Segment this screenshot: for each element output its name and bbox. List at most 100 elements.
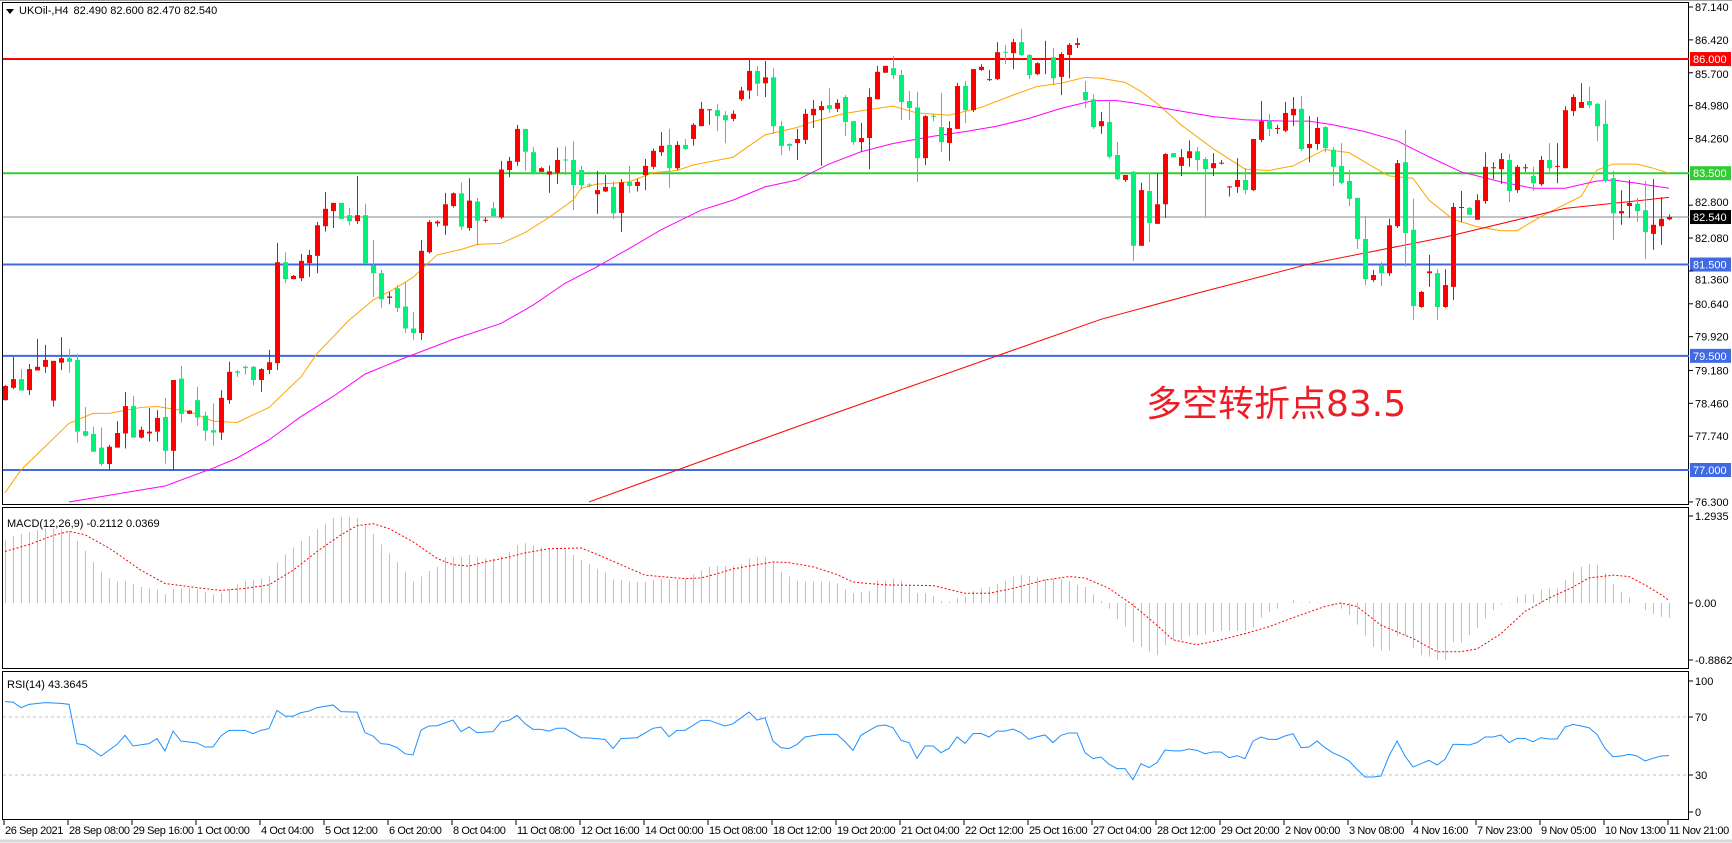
candle-body xyxy=(1267,120,1272,129)
candle xyxy=(1187,140,1192,167)
candle xyxy=(987,70,992,81)
candle xyxy=(523,128,528,171)
candle xyxy=(1587,86,1592,108)
candle xyxy=(227,361,232,404)
time-tick-label: 19 Oct 20:00 xyxy=(837,825,895,837)
dropdown-triangle-icon[interactable] xyxy=(6,8,14,14)
candle-body xyxy=(1139,190,1144,246)
candle xyxy=(499,160,504,219)
rsi-tick-label: 0 xyxy=(1695,807,1701,819)
price-tick-label: 81.360 xyxy=(1695,275,1729,287)
candle-body xyxy=(515,128,520,162)
macd-tick-label: 1.2935 xyxy=(1695,511,1729,523)
candle-body xyxy=(1067,44,1072,55)
main-price-panel[interactable] xyxy=(3,28,1689,503)
rsi-series xyxy=(3,701,1689,781)
candle-body xyxy=(1563,110,1568,169)
candle xyxy=(547,165,552,193)
candle xyxy=(763,60,768,97)
candle xyxy=(299,254,304,281)
candle-body xyxy=(59,358,64,363)
candle xyxy=(883,65,888,73)
candle-body xyxy=(419,250,424,334)
candle-body xyxy=(555,159,560,173)
candle-body xyxy=(1499,159,1504,170)
candle-body xyxy=(1107,122,1112,157)
candle-body xyxy=(1435,273,1440,307)
candle xyxy=(819,101,824,166)
candle-body xyxy=(891,68,896,76)
candle-body xyxy=(3,385,8,401)
price-tick-label: 79.920 xyxy=(1695,332,1729,344)
candle xyxy=(643,159,648,191)
candle-body xyxy=(1459,206,1464,208)
candle xyxy=(1555,143,1560,184)
candle xyxy=(1371,270,1376,282)
candle-body xyxy=(1291,108,1296,116)
rsi-panel[interactable] xyxy=(3,701,1689,781)
time-tick-label: 2 Nov 00:00 xyxy=(1285,825,1340,837)
time-axis[interactable]: 26 Sep 2021 28 Sep 08:00 29 Sep 16:00 1 Oct… xyxy=(3,820,1730,837)
macd-label: MACD(12,26,9) -0.2112 0.0369 xyxy=(7,518,160,530)
candle-body xyxy=(1251,138,1256,191)
candle-body xyxy=(1347,180,1352,199)
price-tick-label: 82.080 xyxy=(1695,233,1729,245)
candle-body xyxy=(1467,207,1472,215)
price-axis[interactable]: 86.000 83.500 81.500 79.500 77.000 82.540 87.1… xyxy=(1689,2,1732,819)
candle xyxy=(843,95,848,137)
candle-body xyxy=(1451,206,1456,287)
candle-body xyxy=(203,415,208,431)
candle-body xyxy=(747,70,752,91)
candle xyxy=(1547,143,1552,172)
candle xyxy=(211,403,216,446)
candle-body xyxy=(115,433,120,448)
candle xyxy=(787,143,792,151)
candle xyxy=(811,100,816,128)
candle-body xyxy=(1619,211,1624,214)
candle-body xyxy=(907,101,912,108)
candle-body xyxy=(795,138,800,144)
candle xyxy=(1123,175,1128,182)
time-tick-label: 25 Oct 16:00 xyxy=(1029,825,1087,837)
candle xyxy=(771,68,776,134)
candle xyxy=(1067,43,1072,79)
candle xyxy=(403,282,408,334)
candle xyxy=(187,410,192,415)
candle-body xyxy=(1515,166,1520,191)
candle xyxy=(1075,38,1080,49)
candle-body xyxy=(1147,191,1152,223)
candle-body xyxy=(35,366,40,371)
macd-panel[interactable] xyxy=(4,516,1670,661)
candle-body xyxy=(1131,171,1136,246)
candle xyxy=(11,356,16,390)
current-price-tag-label: 82.540 xyxy=(1693,212,1727,224)
candle xyxy=(1619,190,1624,225)
candle-body xyxy=(531,152,536,174)
candle-body xyxy=(99,447,104,465)
candle-body xyxy=(1555,165,1560,167)
candle xyxy=(259,368,264,392)
candle xyxy=(603,175,608,192)
candle xyxy=(1171,153,1176,158)
current-price-tag xyxy=(1690,210,1731,225)
candle-body xyxy=(947,127,952,144)
level-tag xyxy=(1690,462,1731,477)
candle-body xyxy=(691,124,696,139)
candle xyxy=(1011,38,1016,70)
rsi-tick-label: 30 xyxy=(1695,770,1707,782)
candle xyxy=(51,360,56,407)
candle xyxy=(627,165,632,193)
candle xyxy=(803,108,808,144)
candle-body xyxy=(467,200,472,228)
candle-body xyxy=(1579,101,1584,108)
candle xyxy=(1451,202,1456,301)
moving-average-line xyxy=(588,196,1670,503)
candle xyxy=(1579,83,1584,108)
candle-body xyxy=(675,144,680,169)
candle xyxy=(59,337,64,370)
level-tag-label: 77.000 xyxy=(1693,465,1727,477)
candle xyxy=(1435,269,1440,320)
candle-body xyxy=(187,410,192,414)
candle xyxy=(1283,101,1288,133)
